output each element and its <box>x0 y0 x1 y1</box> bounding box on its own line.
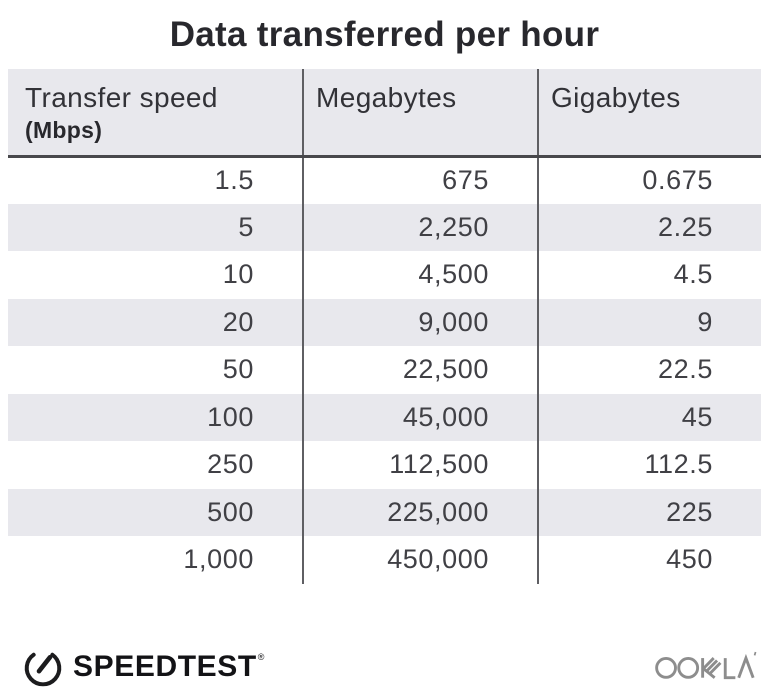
footer: SPEEDTEST ® OOKLA <box>22 644 757 690</box>
table-row: 1,000 450,000 450 <box>8 536 761 584</box>
cell-gigabytes: 4.5 <box>537 251 761 299</box>
table-row: 50 22,500 22.5 <box>8 346 761 394</box>
col-header-label: Megabytes <box>316 82 457 113</box>
cell-gigabytes: 225 <box>537 488 761 536</box>
cell-megabytes: 225,000 <box>302 488 538 536</box>
data-table: Transfer speed (Mbps) Megabytes Gigabyte… <box>8 69 761 584</box>
cell-speed: 500 <box>8 488 303 536</box>
header-row: Transfer speed (Mbps) Megabytes Gigabyte… <box>8 69 761 158</box>
cell-speed: 50 <box>222 354 254 385</box>
cell-megabytes: 22,500 <box>302 346 538 394</box>
ookla-wordmark-icon <box>655 647 757 683</box>
cell-megabytes: 2,250 <box>302 203 538 251</box>
speedtest-wordmark: SPEEDTEST <box>73 650 257 683</box>
col-header-sublabel: (Mbps) <box>25 117 103 143</box>
table-row: 5 2,250 2.25 <box>8 203 761 251</box>
cell-gigabytes: 112.5 <box>537 441 761 489</box>
table-row: 20 9,000 9 <box>8 298 761 346</box>
cell-speed: 1.5 <box>214 165 254 195</box>
cell-megabytes: 9,000 <box>302 298 538 346</box>
speedtest-gauge-icon <box>22 646 64 688</box>
cell-megabytes: 112,500 <box>302 441 538 489</box>
cell-speed: 5 <box>8 203 303 251</box>
cell-speed: 20 <box>8 298 303 346</box>
cell-speed: 10 <box>222 259 254 290</box>
col-header-megabytes: Megabytes <box>302 69 538 158</box>
table-row: 1.5 675 0.675 <box>8 156 761 204</box>
cell-gigabytes: 9 <box>537 298 761 346</box>
table-row: 500 225,000 225 <box>8 488 761 536</box>
col-header-gigabytes: Gigabytes <box>537 69 761 158</box>
cell-speed: 1,000 <box>183 544 254 575</box>
cell-speed: 100 <box>8 393 303 441</box>
registered-mark: ® <box>257 652 265 662</box>
cell-megabytes: 675 <box>302 156 538 204</box>
cell-gigabytes: 45 <box>537 393 761 441</box>
cell-megabytes: 45,000 <box>302 393 538 441</box>
cell-gigabytes: 0.675 <box>537 156 761 204</box>
table-row: 100 45,000 45 <box>8 393 761 441</box>
table-row: 10 4,500 4.5 <box>8 251 761 299</box>
col-header-transfer-speed: Transfer speed (Mbps) <box>8 69 303 158</box>
ookla-logo: OOKLA <box>655 647 757 688</box>
col-header-label: Gigabytes <box>551 82 681 113</box>
table-row: 250 112,500 112.5 <box>8 441 761 489</box>
speedtest-logo: SPEEDTEST ® <box>22 646 264 688</box>
cell-gigabytes: 2.25 <box>537 203 761 251</box>
cell-gigabytes: 450 <box>537 536 761 584</box>
cell-speed: 250 <box>207 449 254 480</box>
cell-gigabytes: 22.5 <box>537 346 761 394</box>
col-header-label: Transfer speed <box>25 82 218 113</box>
page-title: Data transferred per hour <box>169 15 600 54</box>
cell-megabytes: 450,000 <box>302 536 538 584</box>
cell-megabytes: 4,500 <box>302 251 538 299</box>
